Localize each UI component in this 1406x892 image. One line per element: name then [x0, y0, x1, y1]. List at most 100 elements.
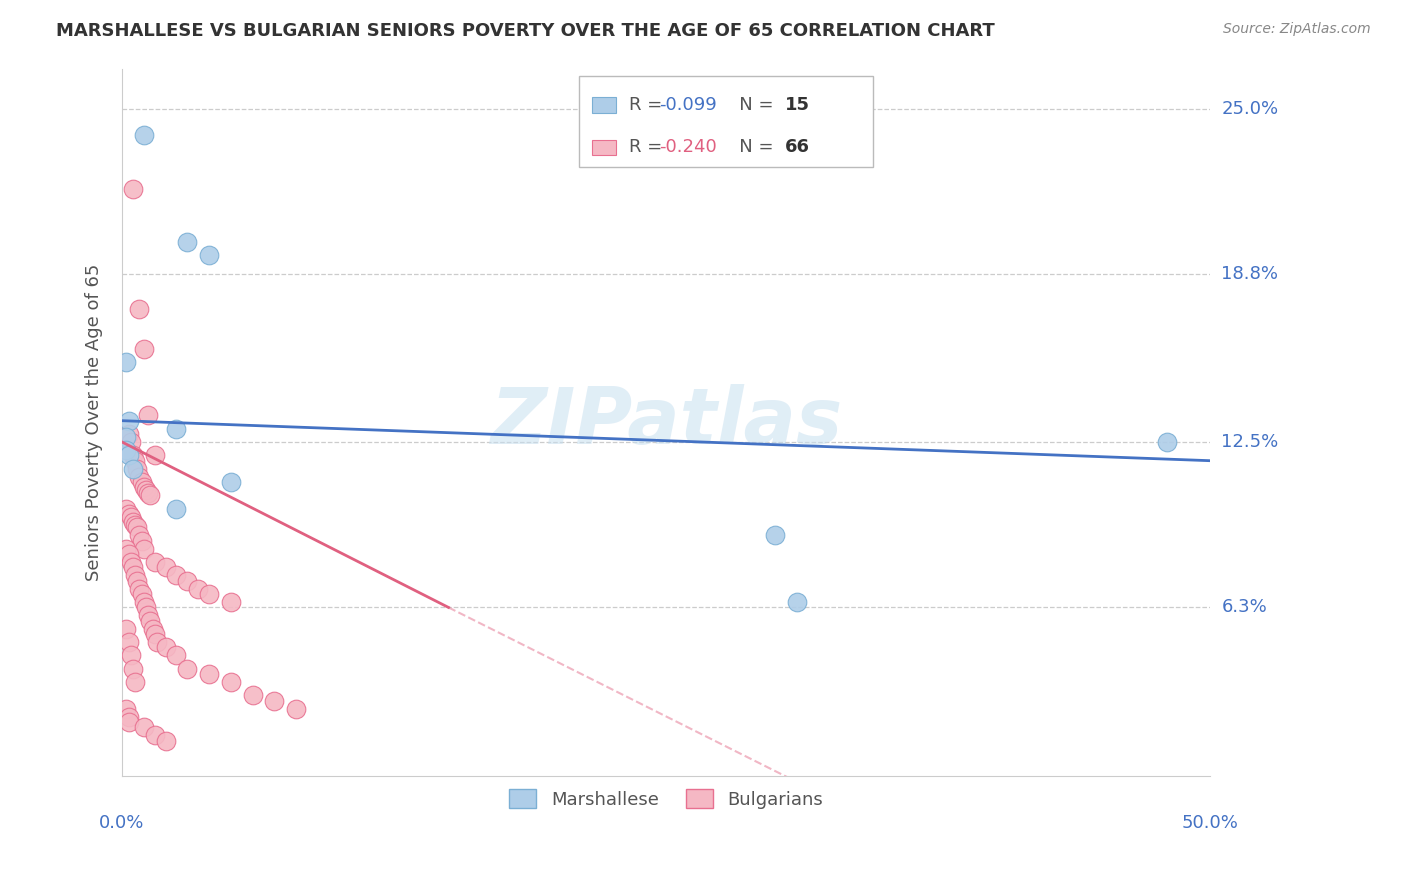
Point: [176, 235, 198, 249]
Point: [155, 560, 177, 574]
Point: [128, 469, 150, 483]
Point: [128, 528, 150, 542]
Point: [143, 627, 166, 641]
Point: [117, 448, 139, 462]
Point: [124, 453, 146, 467]
Text: N =: N =: [721, 138, 779, 156]
Text: 6.3%: 6.3%: [1222, 599, 1267, 616]
Point: [122, 461, 145, 475]
Point: [143, 729, 166, 743]
Point: [122, 515, 145, 529]
Point: [117, 414, 139, 428]
Point: [139, 488, 162, 502]
Y-axis label: Seniors Poverty Over the Age of 65: Seniors Poverty Over the Age of 65: [86, 263, 103, 581]
Point: [124, 675, 146, 690]
Text: -0.240: -0.240: [659, 138, 717, 156]
Point: [127, 520, 149, 534]
Point: [117, 547, 139, 561]
Point: [166, 422, 188, 436]
Point: [115, 443, 138, 458]
Point: [143, 555, 166, 569]
Point: [122, 181, 145, 195]
Point: [120, 509, 142, 524]
Point: [187, 582, 209, 596]
Point: [120, 555, 142, 569]
Point: [115, 430, 138, 444]
Text: 66: 66: [785, 138, 810, 156]
Point: [143, 448, 166, 462]
Text: N =: N =: [721, 96, 779, 114]
Point: [132, 480, 155, 494]
Point: [219, 595, 242, 609]
Point: [166, 568, 188, 582]
Point: [135, 483, 157, 497]
Point: [136, 409, 159, 423]
Point: [122, 662, 145, 676]
Point: [198, 587, 221, 601]
Point: [117, 715, 139, 730]
Point: [166, 501, 188, 516]
Point: [132, 541, 155, 556]
Point: [132, 128, 155, 143]
Point: [127, 574, 149, 588]
Point: [128, 582, 150, 596]
Point: [115, 702, 138, 716]
Point: [117, 635, 139, 649]
Text: R =: R =: [628, 96, 668, 114]
Point: [146, 635, 169, 649]
Point: [242, 689, 264, 703]
Text: 25.0%: 25.0%: [1222, 100, 1278, 118]
Text: 0.0%: 0.0%: [100, 814, 145, 832]
Point: [1156, 435, 1178, 450]
Point: [115, 355, 138, 369]
Text: ZIPatlas: ZIPatlas: [489, 384, 842, 460]
Point: [285, 702, 308, 716]
Text: MARSHALLESE VS BULGARIAN SENIORS POVERTY OVER THE AGE OF 65 CORRELATION CHART: MARSHALLESE VS BULGARIAN SENIORS POVERTY…: [56, 22, 995, 40]
Point: [139, 614, 162, 628]
Point: [198, 248, 221, 262]
FancyBboxPatch shape: [592, 97, 616, 112]
Point: [135, 600, 157, 615]
Point: [763, 528, 786, 542]
Point: [131, 587, 153, 601]
Point: [131, 533, 153, 548]
Point: [786, 595, 808, 609]
Point: [117, 710, 139, 724]
Legend: Marshallese, Bulgarians: Marshallese, Bulgarians: [502, 782, 830, 816]
Point: [122, 560, 145, 574]
Point: [176, 662, 198, 676]
Point: [115, 541, 138, 556]
Point: [115, 501, 138, 516]
Point: [124, 568, 146, 582]
Point: [155, 640, 177, 655]
Point: [132, 721, 155, 735]
Point: [115, 622, 138, 636]
Point: [120, 435, 142, 450]
Point: [131, 475, 153, 489]
Text: 50.0%: 50.0%: [1181, 814, 1239, 832]
Point: [141, 622, 163, 636]
Point: [198, 667, 221, 681]
Point: [166, 648, 188, 663]
Point: [132, 342, 155, 356]
Point: [136, 485, 159, 500]
Point: [263, 694, 285, 708]
Point: [219, 675, 242, 690]
Point: [176, 574, 198, 588]
Point: [127, 461, 149, 475]
Point: [219, 475, 242, 489]
Text: 18.8%: 18.8%: [1222, 265, 1278, 283]
Text: 12.5%: 12.5%: [1222, 433, 1278, 451]
FancyBboxPatch shape: [592, 139, 616, 155]
Point: [117, 427, 139, 442]
Point: [128, 301, 150, 316]
Text: -0.099: -0.099: [659, 96, 717, 114]
Point: [124, 517, 146, 532]
Text: Source: ZipAtlas.com: Source: ZipAtlas.com: [1223, 22, 1371, 37]
FancyBboxPatch shape: [579, 76, 873, 168]
Text: 15: 15: [785, 96, 810, 114]
Point: [132, 595, 155, 609]
Point: [155, 734, 177, 748]
Point: [120, 648, 142, 663]
Point: [136, 608, 159, 623]
